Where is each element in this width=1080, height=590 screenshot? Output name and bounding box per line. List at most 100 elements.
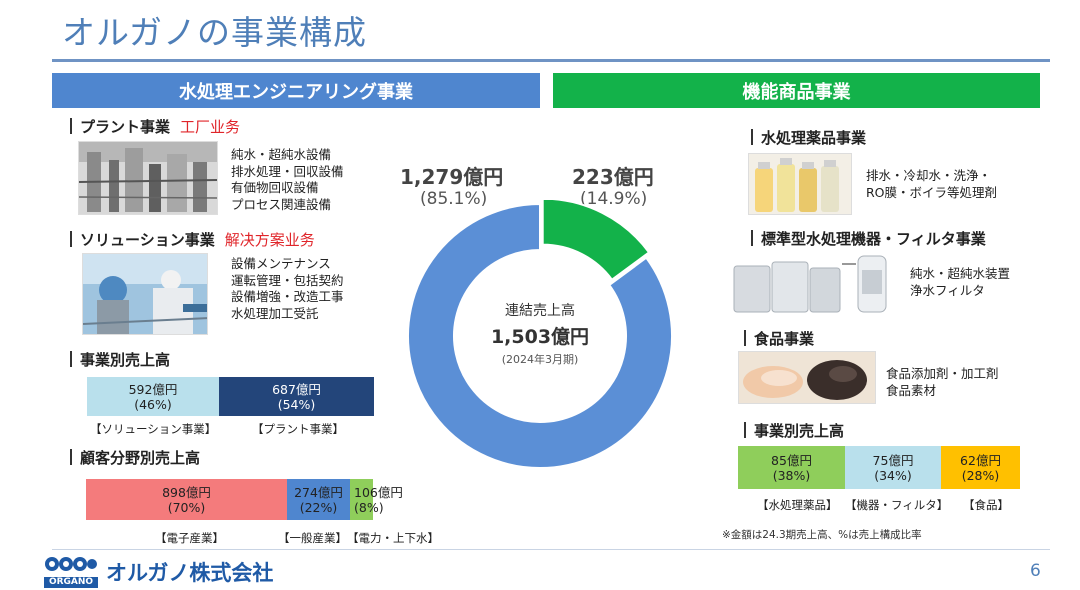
solution-description: 設備メンテナンス 運転管理・包括契約 設備増強・改造工事 水処理加工受託 (231, 256, 344, 322)
segment-value: 106億円 (354, 484, 403, 500)
heading-bar (70, 118, 72, 134)
segment-value: 75億円 (872, 452, 914, 468)
donut-center-amount: 1,503億円 (490, 326, 590, 348)
segment-solution: 592億円 (46%) (87, 377, 219, 416)
food-description: 食品添加剤・加工剤 食品素材 (886, 366, 999, 399)
plant-heading: プラント事業 工厂业务 (70, 116, 240, 137)
banner-functional-products: 機能商品事業 (553, 73, 1040, 108)
company-logo: ORGANO (44, 555, 98, 588)
food-desc-line: 食品素材 (886, 382, 937, 398)
equipment-desc-line: 純水・超純水装置 (910, 266, 1011, 281)
donut-left-amount: 1,279億円 (400, 165, 504, 189)
right-label-equipment: 【機器・フィルタ】 (845, 498, 949, 512)
heading-bar (751, 129, 753, 145)
customer-sales-heading: 顧客分野別売上高 (70, 447, 200, 468)
solution-heading-text: ソリューション事業 (80, 231, 215, 249)
segment-pct: (34%) (874, 467, 912, 483)
plant-desc-line: 有価物回収設備 (231, 180, 319, 195)
chemicals-description: 排水・冷却水・洗浄・ RO膜・ボイラ等処理剤 (866, 168, 997, 201)
right-segment-sales-heading-text: 事業別売上高 (754, 422, 845, 440)
footnote: ※金額は24.3期売上高、%は売上構成比率 (722, 529, 922, 541)
plant-tag: 工厂业务 (180, 118, 241, 136)
plant-desc-line: プロセス関連設備 (231, 196, 332, 212)
sales-donut-chart (407, 200, 673, 469)
segment-value: 85億円 (771, 452, 812, 468)
solution-heading: ソリューション事業 解决方案业务 (70, 229, 315, 250)
solution-desc-line: 運転管理・包括契約 (231, 272, 344, 288)
customer-label-electronics: 【電子産業】 (155, 531, 224, 545)
plant-photo (78, 141, 218, 215)
page-title: オルガノの事業構成 (62, 13, 368, 52)
segment-label-solution: 【ソリューション事業】 (90, 422, 217, 436)
chemicals-heading-text: 水処理薬品事業 (761, 129, 867, 147)
segment-pct: (46%) (134, 396, 172, 412)
footer-divider (52, 549, 1050, 550)
donut-slice-water-engineering (407, 202, 673, 469)
page-number: 6 (1030, 561, 1041, 581)
banner-water-engineering: 水処理エンジニアリング事業 (52, 73, 540, 108)
segment-food: 62億円 (28%) (941, 446, 1020, 489)
food-heading-text: 食品事業 (754, 330, 815, 348)
plant-desc-line: 純水・超純水設備 (231, 147, 332, 162)
segment-value: 898億円 (162, 484, 211, 500)
solution-tag: 解决方案业务 (224, 231, 315, 249)
heading-bar (70, 351, 72, 367)
donut-right-pct: (14.9%) (580, 189, 648, 209)
plant-description: 純水・超純水設備 排水処理・回収設備 有価物回収設備 プロセス関連設備 (231, 147, 344, 213)
segment-value: 687億円 (272, 381, 321, 397)
food-desc-line: 食品添加剤・加工剤 (886, 366, 999, 381)
right-segment-sales-bar: 85億円 (38%) 75億円 (34%) 62億円 (28%) (738, 446, 1020, 489)
customer-label-power: 【電力・上下水】 (347, 531, 439, 545)
segment-pct: (70%) (167, 499, 206, 515)
plant-heading-text: プラント事業 (80, 118, 171, 136)
heading-bar (744, 422, 746, 438)
segment-value: 62億円 (960, 452, 1001, 468)
segment-label-plant: 【プラント事業】 (252, 422, 344, 436)
segment-pct: (38%) (772, 467, 811, 483)
customer-sales-heading-text: 顧客分野別売上高 (80, 449, 201, 467)
heading-bar (744, 330, 746, 346)
donut-center-sub: (2024年3月期) (501, 353, 579, 366)
segment-sales-heading: 事業別売上高 (70, 349, 170, 370)
segment-pct: (22%) (299, 499, 338, 515)
segment-pct: (8%) (354, 499, 384, 515)
plant-desc-line: 排水処理・回収設備 (231, 163, 344, 179)
right-label-food: 【食品】 (963, 498, 1009, 512)
segment-value: 274億円 (294, 484, 343, 500)
donut-center: 連結売上高 1,503億円 (2024年3月期) (456, 300, 624, 367)
chemicals-heading: 水処理薬品事業 (751, 127, 866, 148)
equipment-photo (732, 254, 894, 316)
segment-sales-bar: 592億円 (46%) 687億円 (54%) (87, 377, 374, 416)
chemicals-photo (748, 153, 852, 215)
segment-electronics: 898億円 (70%) (86, 479, 287, 520)
equipment-description: 純水・超純水装置 浄水フィルタ (910, 266, 1010, 299)
solution-desc-line: 水処理加工受託 (231, 305, 319, 321)
right-label-chemicals: 【水処理薬品】 (757, 498, 838, 512)
segment-value: 592億円 (128, 381, 178, 397)
segment-chemicals: 85億円 (38%) (738, 446, 845, 489)
heading-bar (751, 230, 753, 246)
heading-bar (70, 231, 72, 247)
equipment-heading-text: 標準型水処理機器・フィルタ事業 (761, 230, 986, 248)
equipment-heading: 標準型水処理機器・フィルタ事業 (751, 228, 986, 249)
donut-right-amount: 223億円 (572, 165, 654, 189)
solution-desc-line: 設備増強・改造工事 (231, 289, 344, 304)
segment-sales-heading-text: 事業別売上高 (80, 351, 171, 369)
segment-plant: 687億円 (54%) (219, 377, 374, 416)
segment-pct: (28%) (961, 467, 1000, 483)
company-name: オルガノ株式会社 (106, 561, 274, 585)
segment-equipment: 75億円 (34%) (845, 446, 941, 489)
solution-desc-line: 設備メンテナンス (231, 256, 331, 271)
customer-sales-bar: 898億円 (70%) 274億円 (22%) 106億円 (8%) (86, 479, 403, 520)
donut-left-pct: (85.1%) (420, 189, 488, 209)
right-segment-sales-heading: 事業別売上高 (744, 420, 844, 441)
solution-photo (82, 253, 208, 335)
title-underline (52, 59, 1050, 62)
donut-slice-functional-products (541, 200, 651, 282)
segment-pct: (54%) (277, 396, 316, 412)
chemicals-desc-line: RO膜・ボイラ等処理剤 (866, 184, 998, 200)
equipment-desc-line: 浄水フィルタ (910, 282, 985, 298)
food-photo (738, 351, 876, 404)
chemicals-desc-line: 排水・冷却水・洗浄・ (866, 168, 992, 183)
logo-mark (45, 557, 97, 571)
